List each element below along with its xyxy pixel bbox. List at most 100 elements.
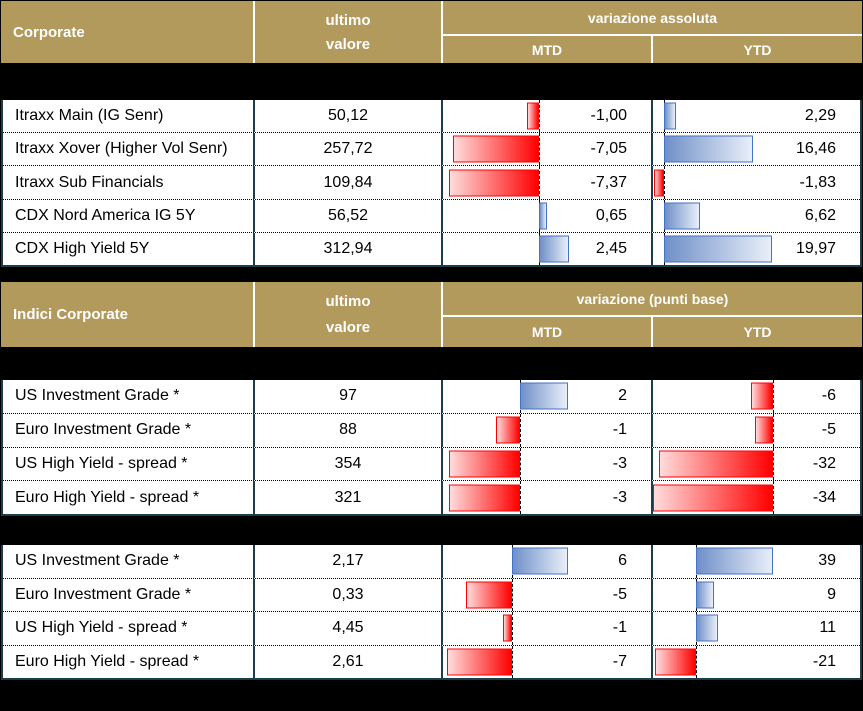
row-last-value: 354 [253,447,441,481]
mtd-bar [465,581,513,609]
row-last-value: 257,72 [253,133,441,166]
ytd-chart-cell: 9 [651,578,860,611]
row-last-value: 0,33 [253,578,441,611]
table-row: US High Yield - spread * 354 -3 -32 [3,447,860,482]
column-header-ytd: YTD [651,34,862,63]
zero-baseline [512,578,514,611]
column-header-valore: valore [325,35,371,53]
zero-baseline [539,100,541,133]
row-label: Itraxx Sub Financials [15,173,164,191]
mtd-value: 2,45 [595,239,627,257]
zero-baseline [772,413,774,447]
mtd-chart-cell: 2,45 [441,232,651,266]
row-label: Itraxx Xover (Higher Vol Senr) [15,140,228,158]
ytd-value: 11 [819,619,836,637]
column-header-mtd: MTD [441,34,651,63]
mtd-chart-cell: -7,05 [441,133,651,166]
ytd-bar [751,382,773,410]
mtd-value: -1 [612,421,627,439]
column-header-ultimo: ultimo [325,293,371,311]
mtd-bar [539,235,569,263]
row-label: Itraxx Main (IG Senr) [15,107,164,125]
row-last-value: 56,52 [253,199,441,232]
ytd-value: 2,29 [804,107,836,125]
mtd-value: -1,00 [590,107,627,125]
column-header-ultimo-valore: ultimo valore [253,1,441,63]
row-label: US Investment Grade * [15,387,180,405]
row-last-value: 312,94 [253,232,441,266]
table-row: Euro High Yield - spread * 2,61 -7 -21 [3,645,860,678]
mtd-chart-cell: 0,65 [441,199,651,232]
row-label: CDX Nord America IG 5Y [15,206,196,224]
ytd-chart-cell: 2,29 [651,100,860,133]
table-title: Corporate [13,23,85,41]
ytd-chart-cell: 11 [651,612,860,645]
column-group-header-variazione: variazione assoluta [441,1,862,34]
mtd-bar [503,614,513,642]
corporate-table-header: Corporate ultimo valore variazione assol… [1,1,862,63]
ytd-value: -1,83 [799,173,836,191]
row-label: US High Yield - spread * [15,619,188,637]
ytd-chart-cell: 6,62 [651,199,860,232]
mtd-value: -7,05 [590,140,627,158]
mtd-bar [453,135,540,163]
mtd-value: -3 [612,454,627,472]
column-header-valore: valore [325,318,371,336]
ytd-chart-cell: -6 [651,380,860,413]
row-label: Euro High Yield - spread * [15,652,200,670]
mtd-chart-cell: -7,37 [441,166,651,199]
ytd-bar [696,614,718,642]
ytd-value: -34 [812,488,836,506]
mtd-chart-cell: -1,00 [441,100,651,133]
row-last-value: 109,84 [253,166,441,199]
mtd-value: -7,37 [590,173,627,191]
row-label: Euro Investment Grade * [15,421,192,439]
table-row: Euro Investment Grade * 88 -1 -5 [3,413,860,448]
zero-baseline [520,413,522,447]
ytd-bar [696,581,714,609]
mtd-bar [520,382,568,410]
ytd-value: -32 [812,454,836,472]
mtd-bar [526,102,540,130]
mtd-chart-cell: -1 [441,612,651,645]
ytd-bar [696,547,773,575]
mtd-bar [449,169,540,196]
mtd-chart-cell: -1 [441,413,651,447]
mtd-value: -7 [612,652,627,670]
row-last-value: 4,45 [253,612,441,645]
ytd-value: 19,97 [795,239,836,257]
indici-corporate-spread-table-body: US Investment Grade * 97 2 -6 Euro Investmen… [1,380,862,516]
table-row: CDX Nord America IG 5Y 56,52 0,65 6,62 [3,199,860,233]
row-label: Euro Investment Grade * [15,585,192,603]
zero-baseline [512,645,514,678]
mtd-bar [448,484,521,512]
ytd-bar [653,169,664,196]
ytd-value: -6 [821,387,836,405]
row-label: US Investment Grade * [15,552,180,570]
zero-baseline [512,612,514,645]
table-row: Euro Investment Grade * 0,33 -5 9 [3,578,860,612]
zero-baseline [539,166,541,199]
ytd-bar [654,648,697,676]
mtd-value: 6 [618,552,627,570]
mtd-chart-cell: -3 [441,447,651,481]
mtd-bar [539,202,548,230]
row-last-value: 97 [253,380,441,413]
table-row: Itraxx Sub Financials 109,84 -7,37 -1,83 [3,166,860,200]
mtd-value: -5 [612,585,627,603]
ytd-value: 16,46 [795,140,836,158]
mtd-value: 0,65 [595,206,627,224]
ytd-bar [663,135,753,163]
ytd-chart-cell: 19,97 [651,232,860,266]
row-last-value: 2,61 [253,645,441,678]
zero-baseline [520,447,522,481]
ytd-value: 39 [818,552,836,570]
ytd-value: -21 [812,652,836,670]
row-last-value: 50,12 [253,100,441,133]
row-label: CDX High Yield 5Y [15,239,150,257]
mtd-value: -3 [612,488,627,506]
table-row: Euro High Yield - spread * 321 -3 -34 [3,481,860,514]
table-row: US Investment Grade * 97 2 -6 [3,380,860,414]
row-last-value: 88 [253,413,441,447]
column-group-header-variazione: variazione (punti base) [441,282,862,315]
